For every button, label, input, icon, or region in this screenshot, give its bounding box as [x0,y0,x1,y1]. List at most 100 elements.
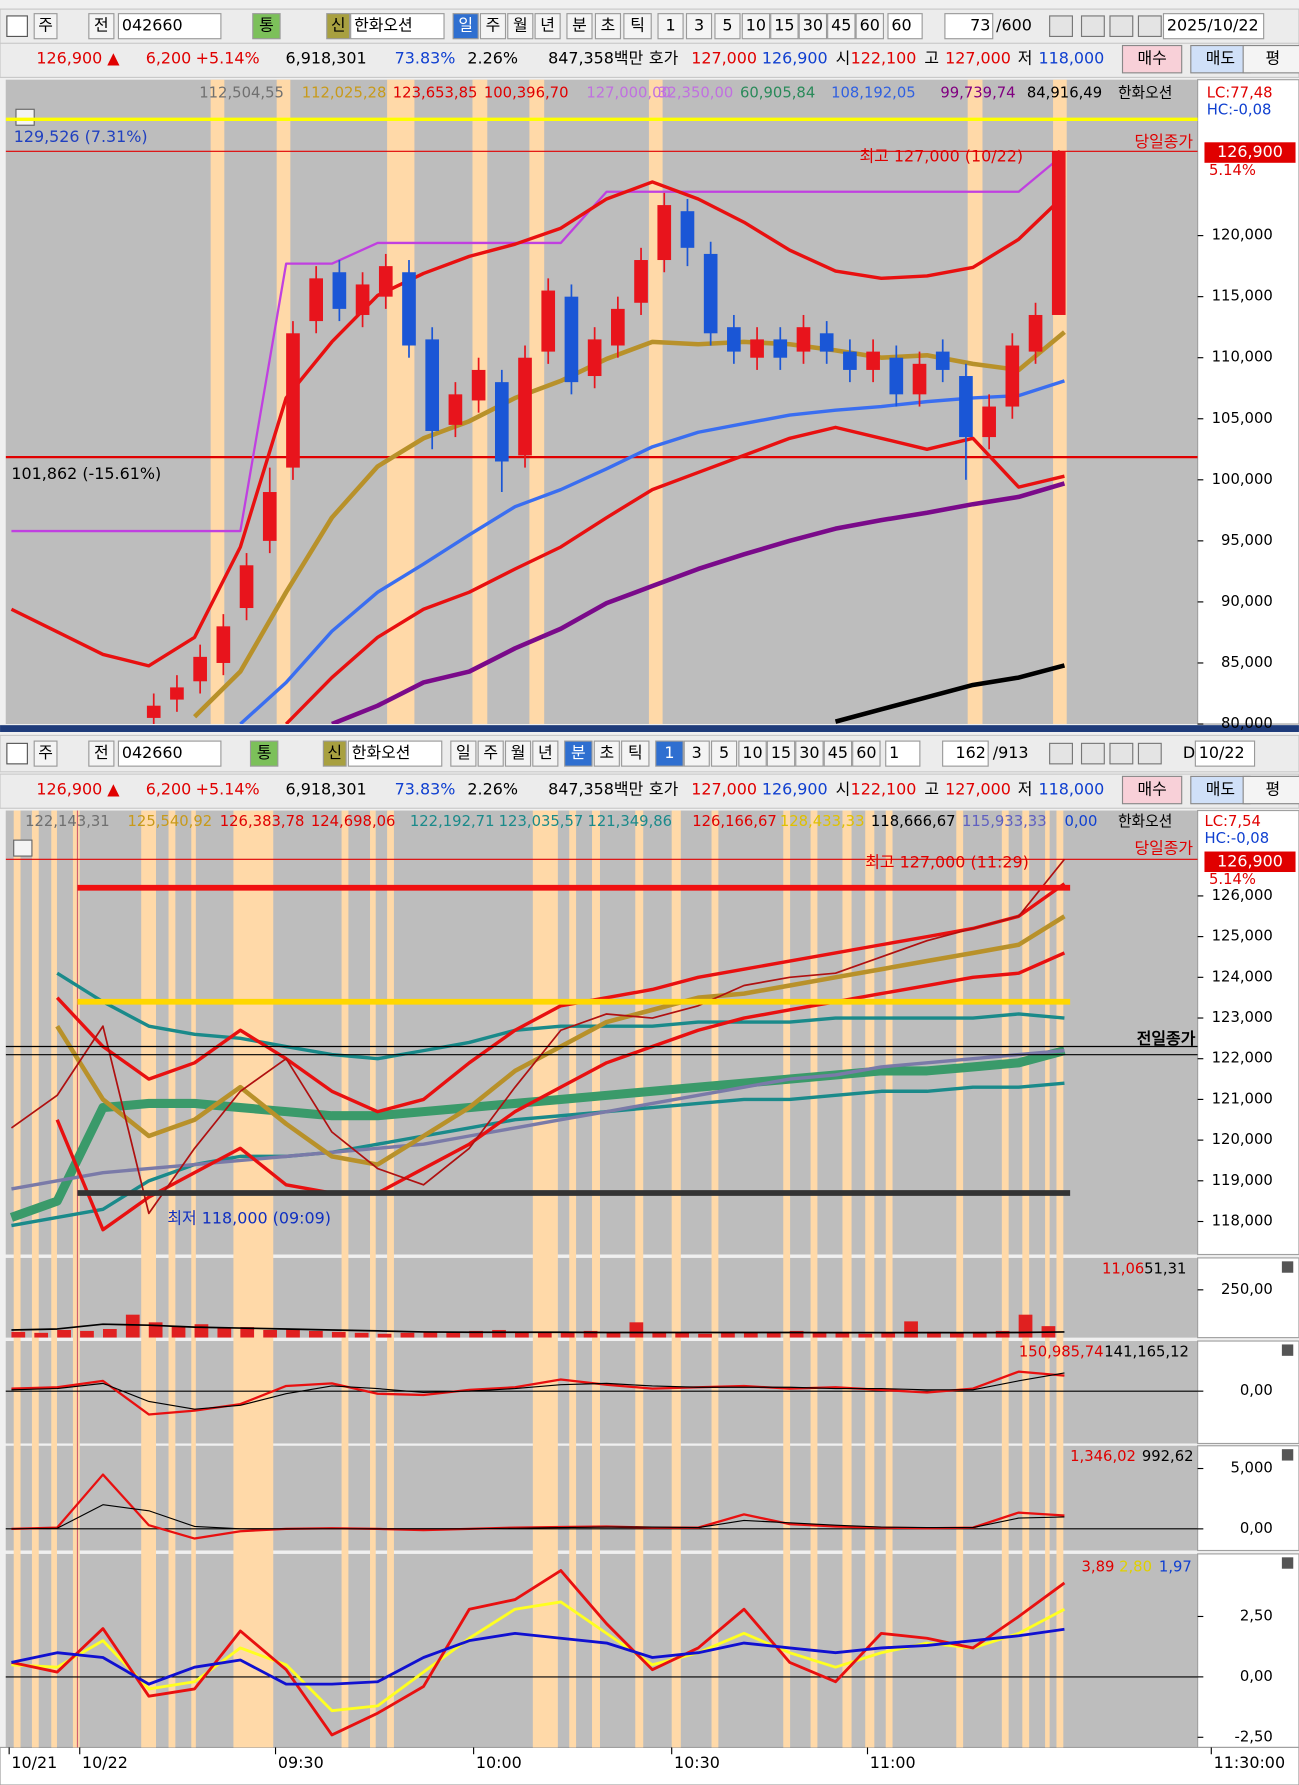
quote-field[interactable]: 매수 [1137,49,1166,68]
toolbar-button[interactable] [88,13,115,40]
tool-icon[interactable] [1049,742,1073,765]
toolbar-button[interactable] [452,13,479,40]
menu-icon[interactable] [6,15,28,37]
toolbar-label[interactable]: 틱 [630,16,645,35]
menu-icon[interactable] [6,742,28,765]
panel-close[interactable] [1281,1344,1294,1356]
toolbar-label[interactable]: 월 [511,743,526,762]
toolbar-button[interactable] [347,740,443,767]
toolbar-label[interactable]: 73 [970,16,990,35]
order-button[interactable] [1121,775,1183,805]
order-button[interactable] [1190,44,1251,74]
toolbar-label[interactable]: D [1183,743,1195,762]
toolbar-label[interactable]: 45 [831,16,851,35]
toolbar-button[interactable] [252,13,281,40]
toolbar-label[interactable]: 30 [803,16,823,35]
toolbar-label[interactable]: 틱 [628,743,643,762]
tool-icon[interactable] [1137,742,1162,765]
toolbar-button[interactable] [766,740,796,767]
toolbar-button[interactable] [1194,740,1256,767]
toolbar-label[interactable]: 5 [719,743,729,762]
toolbar-label[interactable]: 5 [722,16,732,35]
toolbar-button[interactable] [450,740,477,767]
toolbar-button[interactable] [350,13,445,40]
toolbar-label[interactable]: 일 [458,16,473,35]
toolbar-label[interactable]: /913 [993,743,1029,762]
toolbar-label[interactable]: 주 [38,743,53,762]
order-button[interactable] [1242,775,1299,805]
toolbar-button[interactable] [326,13,351,40]
toolbar-button[interactable] [532,740,559,767]
toolbar-button[interactable] [566,13,593,40]
toolbar-button[interactable] [623,13,652,40]
toolbar-button[interactable] [885,740,921,767]
toolbar-label[interactable]: 월 [513,16,528,35]
toolbar-button[interactable] [117,13,222,40]
toolbar-label[interactable]: 일 [456,743,471,762]
toolbar-button[interactable] [593,740,620,767]
toolbar-button[interactable] [621,740,650,767]
toolbar-button[interactable] [710,740,738,767]
toolbar-label[interactable]: 통 [259,16,274,35]
toolbar-button[interactable] [944,13,994,40]
toolbar-label[interactable]: 초 [599,743,614,762]
quote-field[interactable]: 평 [1265,780,1280,799]
toolbar-label[interactable]: 15 [771,743,791,762]
toolbar-label[interactable]: 주 [38,16,53,35]
toolbar-label[interactable]: 신 [327,743,342,762]
toolbar-label[interactable]: 30 [799,743,819,762]
toolbar-label[interactable]: 초 [601,16,616,35]
toolbar-label[interactable]: 분 [572,16,587,35]
tool-icon[interactable] [1080,742,1105,765]
toolbar-button[interactable] [795,740,824,767]
tool-icon[interactable] [1109,15,1134,37]
toolbar-label[interactable]: 3 [692,743,702,762]
tool-icon[interactable] [1080,15,1105,37]
toolbar-button[interactable] [33,740,58,767]
toolbar-label[interactable]: 10/22 [1199,743,1245,762]
toolbar-button[interactable] [322,740,347,767]
toolbar-button[interactable] [534,13,561,40]
toolbar-label[interactable]: 주 [486,16,501,35]
toolbar-button[interactable] [827,13,856,40]
toolbar-label[interactable]: 주 [483,743,498,762]
toolbar-button[interactable] [1162,13,1265,40]
tool-icon[interactable] [1049,15,1073,37]
toolbar-button[interactable] [117,740,222,767]
quote-field[interactable]: 매도 [1206,49,1235,68]
toolbar-button[interactable] [657,13,684,40]
toolbar-button[interactable] [479,13,507,40]
toolbar-button[interactable] [33,13,58,40]
toolbar-label[interactable]: 년 [538,743,553,762]
toolbar-label[interactable]: 10 [742,743,762,762]
toolbar-button[interactable] [942,740,989,767]
toolbar-label[interactable]: 042660 [122,743,183,762]
toolbar-button[interactable] [852,740,881,767]
toolbar-label[interactable]: 15 [774,16,794,35]
toolbar-label[interactable]: 60 [860,16,880,35]
toolbar-label[interactable]: /600 [996,16,1032,35]
order-button[interactable] [1121,44,1183,74]
panel-close[interactable] [1281,1261,1294,1273]
toolbar-label[interactable]: 2025/10/22 [1167,16,1259,35]
toolbar-label[interactable]: 분 [571,743,586,762]
toolbar-label[interactable]: 1 [889,743,899,762]
toolbar-button[interactable] [683,740,710,767]
toolbar-button[interactable] [823,740,853,767]
toolbar-button[interactable] [594,13,622,40]
toolbar-label[interactable]: 한화오션 [354,16,413,35]
toolbar-button[interactable] [88,740,115,767]
toolbar-button[interactable] [738,740,767,767]
toolbar-button[interactable] [655,740,684,767]
toolbar-button[interactable] [714,13,741,40]
toolbar-button[interactable] [741,13,771,40]
toolbar-button[interactable] [855,13,885,40]
toolbar-label[interactable]: 60 [856,743,876,762]
toolbar-label[interactable]: 한화오션 [352,743,411,762]
quote-field[interactable]: 매도 [1206,780,1235,799]
toolbar-label[interactable]: 45 [828,743,848,762]
tool-icon[interactable] [1137,15,1162,37]
toolbar-label[interactable]: 신 [331,16,346,35]
toolbar-label[interactable]: 년 [540,16,555,35]
toolbar-button[interactable] [798,13,828,40]
